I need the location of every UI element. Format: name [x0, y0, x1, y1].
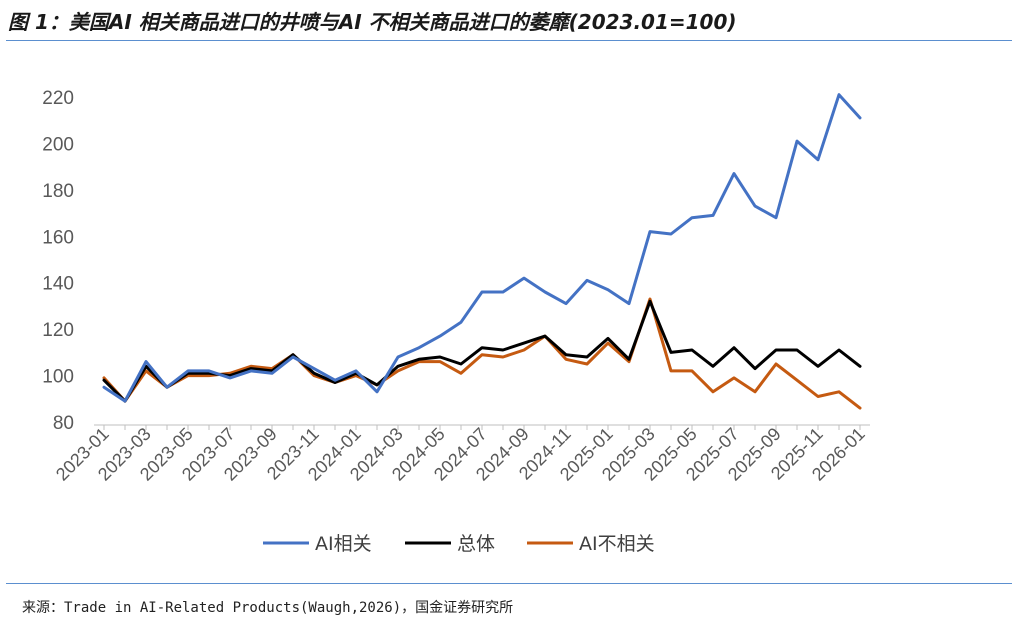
y-tick-label: 200	[42, 134, 74, 155]
bottom-divider	[6, 583, 1012, 584]
y-axis: 80 100 120 140 160 180 200 220	[42, 88, 74, 434]
y-tick-label: 140	[42, 274, 74, 295]
series-line	[102, 297, 862, 410]
y-tick-label: 160	[42, 227, 74, 248]
series-line	[102, 299, 862, 403]
y-tick-label: 100	[42, 367, 74, 388]
y-tick-label: 120	[42, 320, 74, 341]
legend: AI相关 总体 AI不相关	[263, 533, 655, 555]
source-note: 来源：Trade in AI-Related Products(Waugh,20…	[22, 600, 514, 616]
legend-label: 总体	[457, 533, 495, 555]
figure-title: 图 1：美国AI 相关商品进口的井喷与AI 不相关商品进口的萎靡(2023.01…	[8, 10, 737, 34]
y-tick-label: 80	[53, 413, 74, 434]
series-layer	[102, 93, 862, 410]
legend-label: AI相关	[315, 533, 372, 555]
series-line	[102, 93, 862, 403]
legend-label: AI不相关	[579, 533, 655, 555]
y-tick-label: 220	[42, 88, 74, 109]
x-axis: 2023-012023-032023-052023-072023-092023-…	[52, 424, 870, 485]
top-divider	[6, 40, 1012, 41]
y-tick-label: 180	[42, 181, 74, 202]
